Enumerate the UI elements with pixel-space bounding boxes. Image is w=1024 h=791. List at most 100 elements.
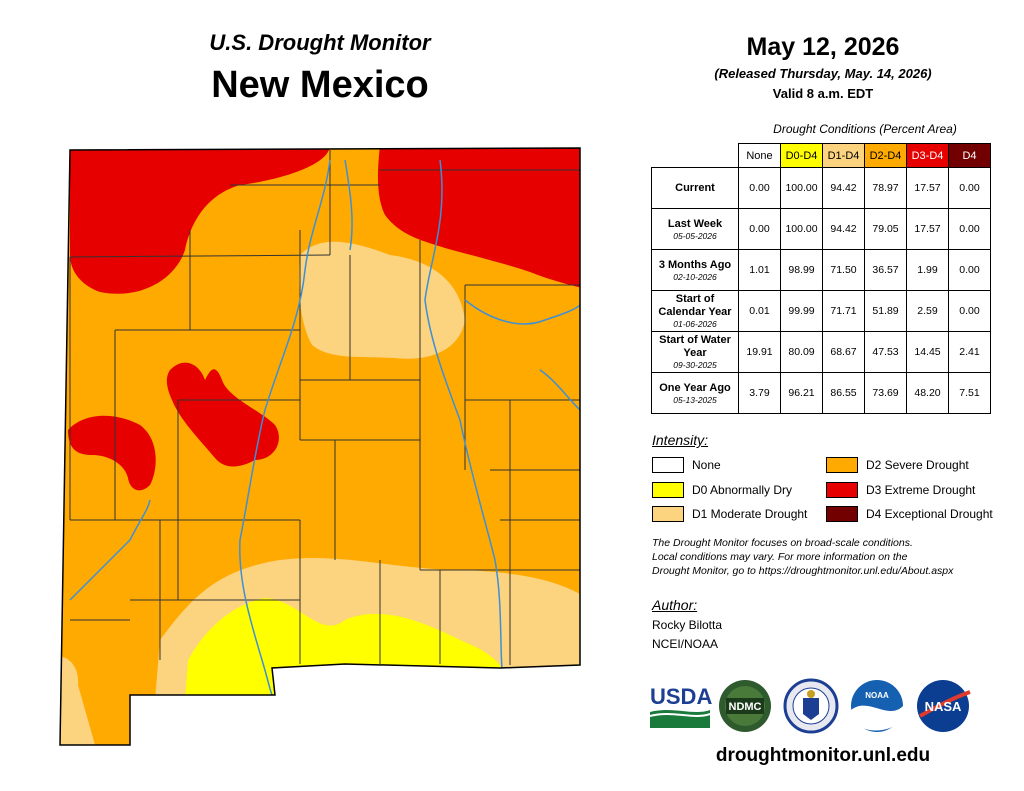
legend-swatch — [826, 482, 858, 498]
partner-logos: USDA NDMC NOAA NASA — [649, 678, 971, 734]
table-cell: 2.41 — [948, 331, 991, 373]
map-date: May 12, 2026 — [746, 33, 900, 61]
legend-swatch — [826, 457, 858, 473]
legend-item-d1: D1 Moderate Drought — [652, 506, 807, 522]
table-cell: 1.01 — [738, 249, 781, 291]
table-cell: 36.57 — [864, 249, 907, 291]
row-label: Current — [651, 167, 739, 209]
table-cell: 51.89 — [864, 290, 907, 332]
valid-time: Valid 8 a.m. EDT — [772, 86, 874, 101]
table-cell: 47.53 — [864, 331, 907, 373]
table-cell: 0.00 — [948, 249, 991, 291]
ndmc-logo-text: NDMC — [729, 701, 762, 713]
legend-label: D0 Abnormally Dry — [692, 483, 793, 497]
row-date: 05-13-2025 — [673, 394, 717, 405]
table-row: Current 0.00 100.00 94.42 78.97 17.57 0.00 — [651, 167, 991, 209]
legend-item-d0: D0 Abnormally Dry — [652, 482, 792, 498]
table-cell: 17.57 — [906, 208, 949, 250]
note-line: Drought Monitor, go to https://droughtmo… — [652, 565, 954, 577]
table-cell: 14.45 — [906, 331, 949, 373]
d3-extreme-central-area — [166, 362, 279, 467]
release-date: (Released Thursday, May. 14, 2026) — [714, 66, 932, 81]
table-cell: 17.57 — [906, 167, 949, 209]
note-line: Local conditions may vary. For more info… — [652, 551, 908, 563]
ndmc-logo: NDMC — [719, 680, 771, 732]
author-name: Rocky Bilotta — [652, 618, 723, 632]
row-label: Start of Calendar Year 01-06-2026 — [651, 290, 739, 332]
table-cell: 3.79 — [738, 372, 781, 414]
legend-swatch — [652, 482, 684, 498]
row-date: 09-30-2025 — [673, 360, 717, 370]
table-row: 3 Months Ago 02-10-2026 1.01 98.99 71.50 36.5… — [651, 249, 991, 291]
table-cell: 86.55 — [822, 372, 865, 414]
row-label-text: Last Week — [667, 217, 723, 230]
nasa-logo: NASA — [917, 680, 971, 732]
map-title: New Mexico — [211, 64, 429, 106]
table-cell: 0.00 — [738, 167, 781, 209]
row-label: One Year Ago 05-13-2025 — [651, 372, 739, 414]
row-label-text: One Year Ago — [659, 381, 731, 394]
drought-conditions-table: None D0-D4 D1-D4 D2-D4 D3-D4 D4 Current 0… — [651, 143, 991, 414]
usda-logo-text: USDA — [650, 684, 712, 709]
noaa-logo-text: NOAA — [865, 691, 889, 700]
column-header: D1-D4 — [822, 143, 865, 168]
column-header: D4 — [948, 143, 991, 168]
legend-label: D1 Moderate Drought — [692, 507, 808, 521]
disclaimer-note: The Drought Monitor focuses on broad-sca… — [652, 536, 1012, 578]
legend-swatch — [826, 506, 858, 522]
table-cell: 98.99 — [780, 249, 823, 291]
legend-swatch — [652, 457, 684, 473]
row-label-text: Start of Calendar Year — [658, 293, 732, 318]
table-cell: 0.00 — [948, 290, 991, 332]
table-cell: 94.42 — [822, 208, 865, 250]
legend-title: Intensity: — [652, 432, 709, 448]
row-date: 02-10-2026 — [673, 271, 717, 282]
noaa-logo: NOAA — [851, 680, 903, 732]
legend-item-d4: D4 Exceptional Drought — [826, 506, 993, 522]
row-label: Start of Water Year 09-30-2025 — [651, 331, 739, 373]
table-cell: 99.99 — [780, 290, 823, 332]
table-cell: 100.00 — [780, 208, 823, 250]
table-row: Last Week 05-05-2026 0.00 100.00 94.42 79.05 1… — [651, 208, 991, 250]
column-header: None — [738, 143, 781, 168]
legend-item-d3: D3 Extreme Drought — [826, 482, 975, 498]
legend-label: D4 Exceptional Drought — [866, 507, 993, 521]
column-header: D2-D4 — [864, 143, 907, 168]
table-title: Drought Conditions (Percent Area) — [773, 122, 957, 136]
table-corner — [652, 144, 739, 168]
table-cell: 48.20 — [906, 372, 949, 414]
table-cell: 71.71 — [822, 290, 865, 332]
table-cell: 94.42 — [822, 167, 865, 209]
website-url[interactable]: droughtmonitor.unl.edu — [715, 745, 931, 766]
table-cell: 0.00 — [948, 208, 991, 250]
row-date: 01-06-2026 — [673, 319, 717, 329]
table-cell: 0.01 — [738, 290, 781, 332]
rivers — [69, 159, 580, 696]
d3-extreme-west-area — [68, 415, 156, 491]
table-cell: 78.97 — [864, 167, 907, 209]
row-label: 3 Months Ago 02-10-2026 — [651, 249, 739, 291]
table-cell: 0.00 — [738, 208, 781, 250]
table-cell: 71.50 — [822, 249, 865, 291]
table-cell: 1.99 — [906, 249, 949, 291]
d1-moderate-northcentral-area — [299, 241, 465, 359]
legend-label: None — [692, 458, 721, 472]
legend-label: D3 Extreme Drought — [866, 483, 976, 497]
legend-item-d2: D2 Severe Drought — [826, 457, 969, 473]
commerce-seal-logo — [783, 678, 839, 734]
table-cell: 100.00 — [780, 167, 823, 209]
table-cell: 19.91 — [738, 331, 781, 373]
row-label: Last Week 05-05-2026 — [651, 208, 739, 250]
column-header: D0-D4 — [780, 143, 823, 168]
table-cell: 7.51 — [948, 372, 991, 414]
author-org: NCEI/NOAA — [652, 637, 719, 651]
legend-swatch — [652, 506, 684, 522]
table-row: One Year Ago 05-13-2025 3.79 96.21 86.55 73.6… — [651, 372, 991, 414]
legend-item-none: None — [652, 457, 721, 473]
table-cell: 96.21 — [780, 372, 823, 414]
row-label-text: Start of Water Year — [659, 334, 731, 359]
new-mexico-drought-map — [59, 147, 581, 746]
table-cell: 2.59 — [906, 290, 949, 332]
table-cell: 73.69 — [864, 372, 907, 414]
row-date: 05-05-2026 — [673, 230, 717, 241]
